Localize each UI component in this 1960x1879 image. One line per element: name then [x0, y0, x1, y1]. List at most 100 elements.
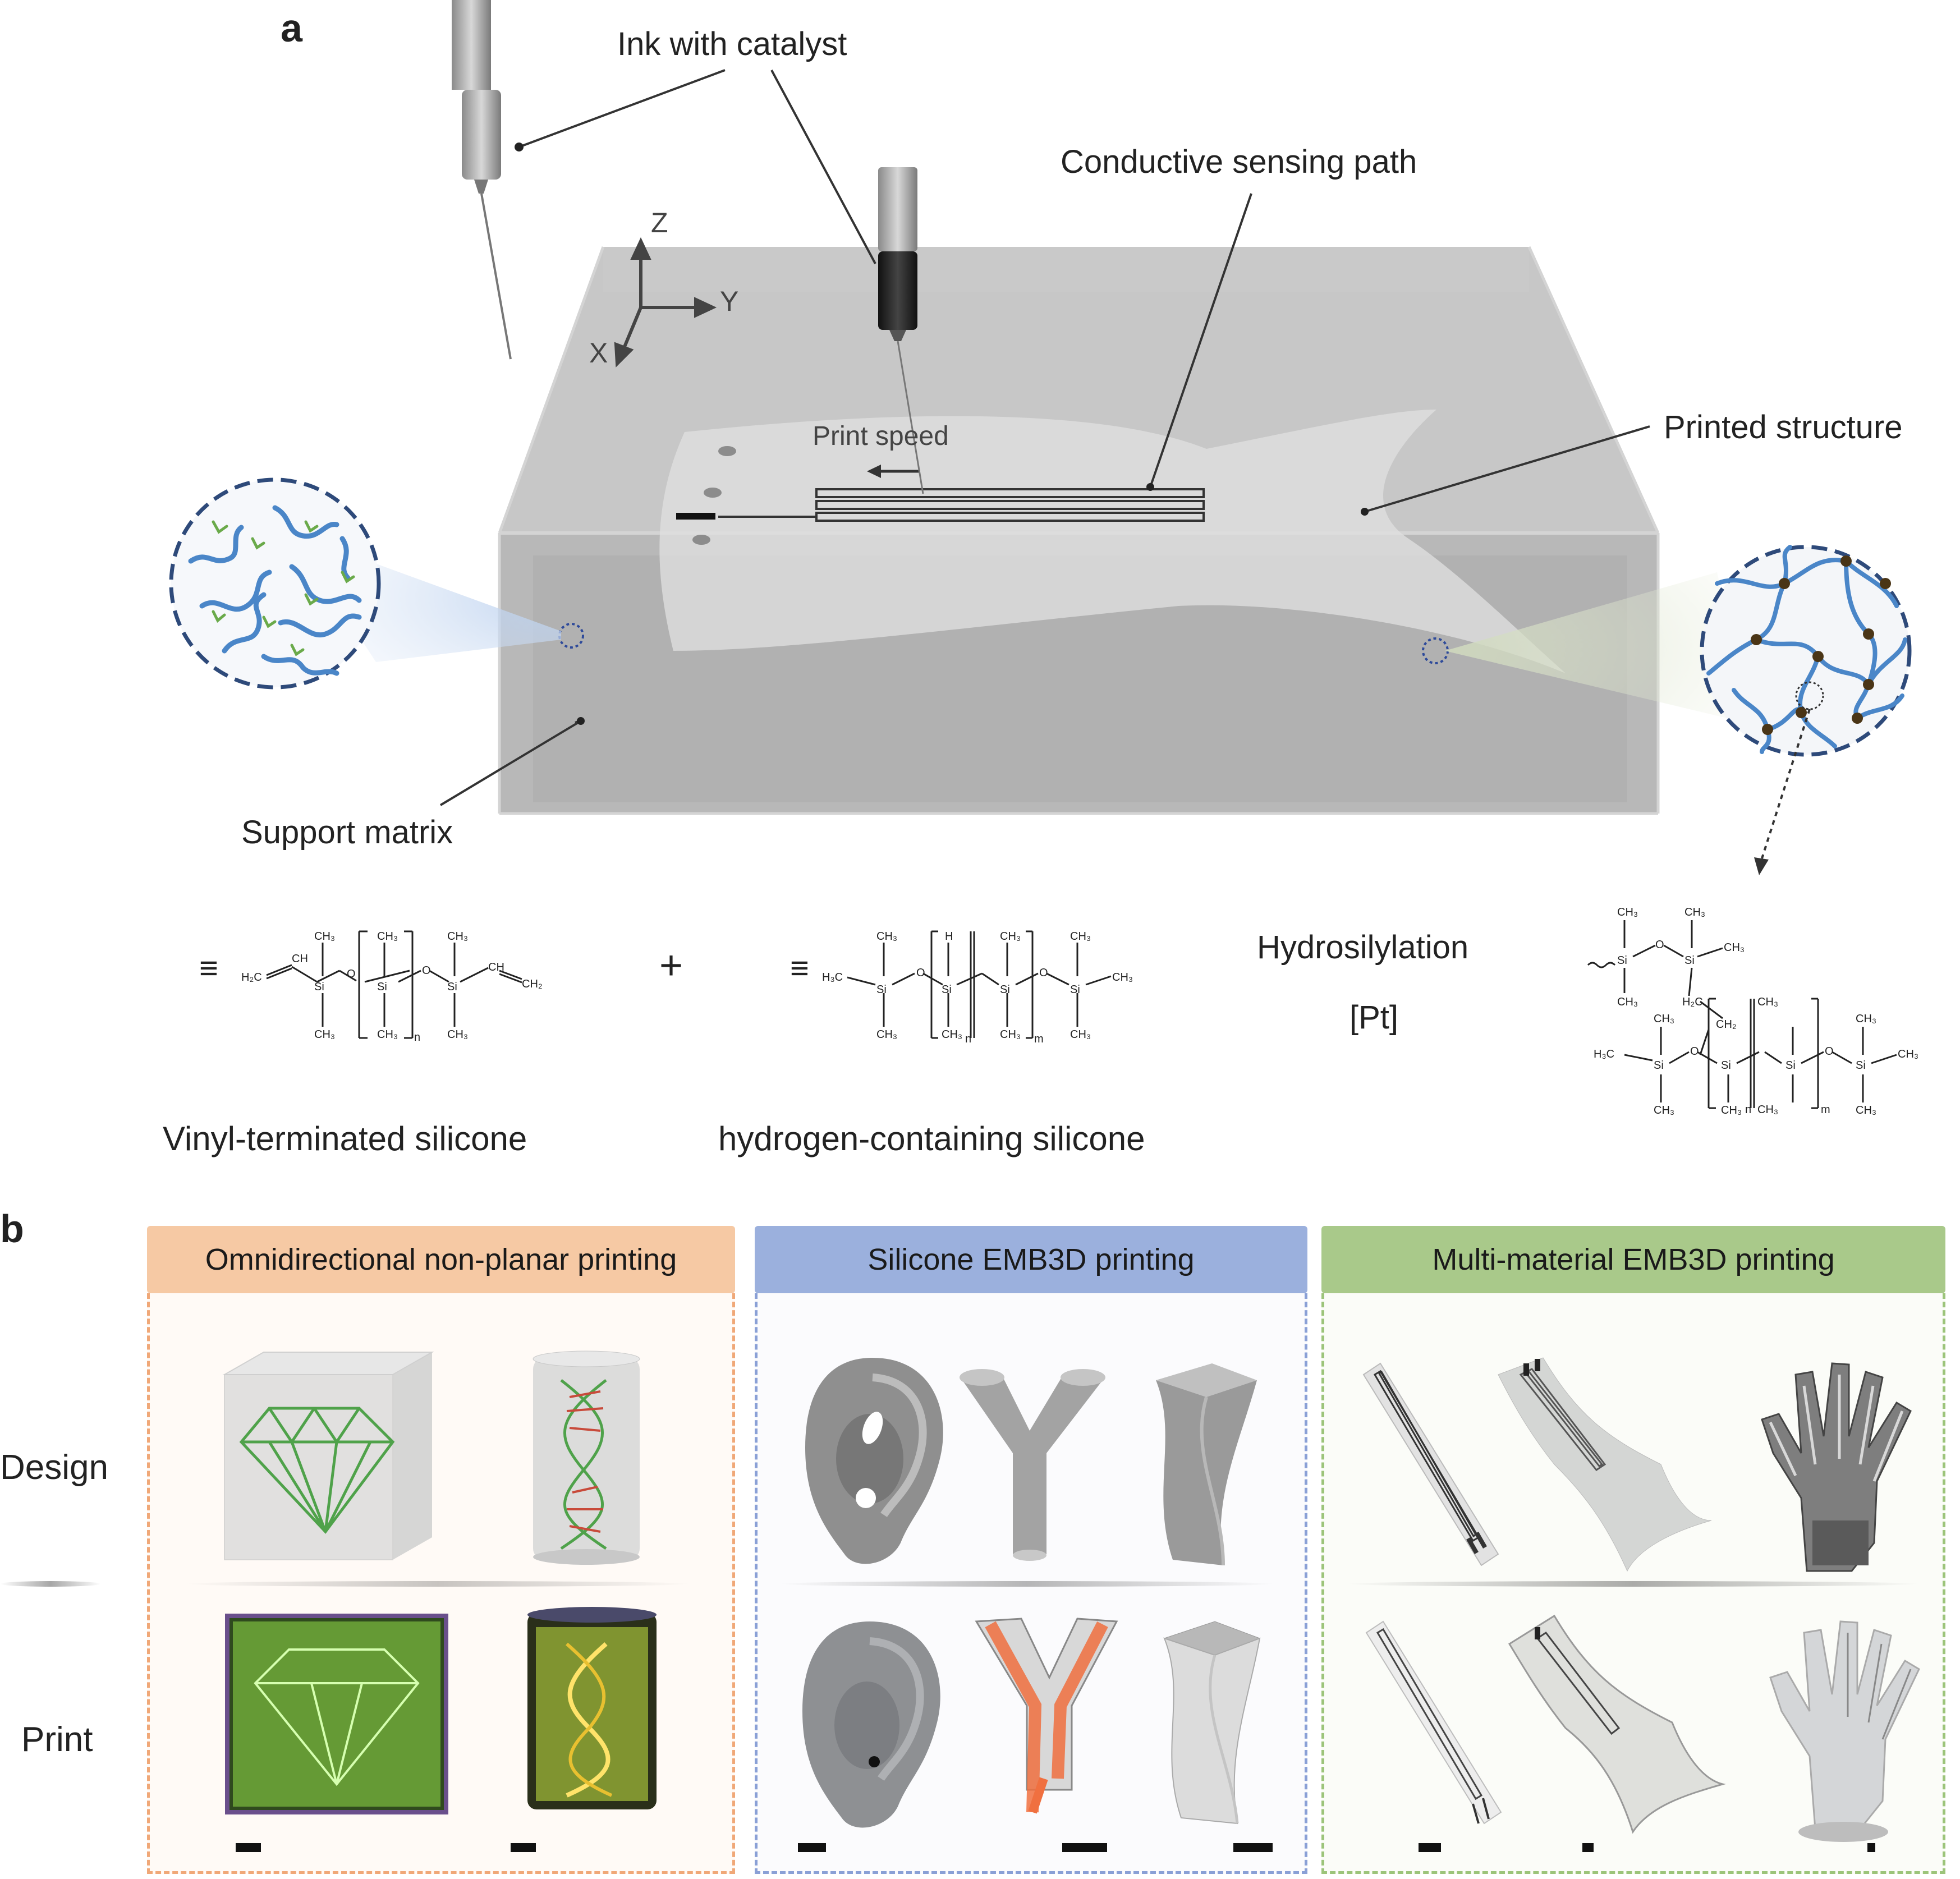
svg-text:Si: Si [377, 981, 387, 993]
leader-support [439, 720, 582, 806]
section-title: Silicone EMB3D printing [867, 1243, 1195, 1276]
leader-conductive [1149, 193, 1252, 488]
reaction-condition-top: Hydrosilylation [1257, 929, 1469, 966]
sample-point-left [558, 623, 584, 649]
leader-printed [1364, 425, 1650, 513]
svg-text:Si: Si [1070, 984, 1080, 996]
nozzle-outside [452, 0, 512, 360]
svg-text:O: O [916, 967, 925, 979]
svg-text:CH₃: CH₃ [377, 930, 398, 943]
svg-text:Si: Si [876, 984, 887, 996]
section-header-multimaterial: Multi-material EMB3D printing [1321, 1226, 1945, 1293]
svg-text:CH₃: CH₃ [1617, 996, 1638, 1008]
svg-text:CH₃: CH₃ [1856, 1104, 1876, 1117]
design-dna-cylinder [533, 1350, 640, 1565]
svg-text:H₃C: H₃C [822, 971, 843, 984]
svg-text:CH₃: CH₃ [1617, 906, 1638, 918]
section-header-silicone: Silicone EMB3D printing [755, 1226, 1307, 1293]
svg-text:CH₃: CH₃ [876, 930, 897, 943]
leader-ink-2 [770, 70, 876, 264]
scale-bar [1867, 1843, 1875, 1852]
leader-ink-1 [518, 69, 726, 148]
svg-text:CH: CH [292, 953, 308, 965]
svg-text:Si: Si [1721, 1059, 1731, 1072]
design-dogbone-sensor [1498, 1357, 1712, 1572]
svg-text:CH₃: CH₃ [447, 930, 468, 943]
svg-text:CH₃: CH₃ [1070, 930, 1091, 943]
equiv-sign-1: ≡ [199, 950, 218, 986]
svg-text:CH₃: CH₃ [314, 1028, 335, 1041]
print-ear [802, 1621, 940, 1828]
scale-bar [1419, 1843, 1441, 1852]
svg-text:Si: Si [1617, 954, 1627, 967]
panel-a-letter: a [281, 6, 302, 50]
design-twisted-vase [1156, 1363, 1257, 1566]
svg-text:m: m [1034, 1033, 1044, 1045]
axes-icon [614, 237, 717, 367]
row-divider [185, 1581, 690, 1587]
svg-text:CH₂: CH₂ [1716, 1018, 1737, 1031]
svg-text:CH₂: CH₂ [522, 978, 543, 990]
row-divider [1347, 1581, 1919, 1587]
svg-text:O: O [1039, 967, 1048, 979]
svg-text:CH₃: CH₃ [1898, 1048, 1918, 1060]
label-conductive-sensing-path: Conductive sensing path [1061, 144, 1417, 180]
svg-text:O: O [1825, 1045, 1834, 1058]
panel-a-illustration [169, 0, 1912, 875]
printed-structure [659, 410, 1566, 673]
svg-text:CH₃: CH₃ [1721, 1104, 1742, 1117]
svg-text:CH₃: CH₃ [1757, 1104, 1778, 1116]
scale-bar [1582, 1843, 1594, 1852]
print-speed-arrow [867, 465, 920, 478]
svg-text:CH₃: CH₃ [447, 1028, 468, 1041]
svg-text:CH₃: CH₃ [1112, 971, 1133, 984]
svg-text:m: m [1821, 1104, 1830, 1116]
print-twisted-vase [1163, 1621, 1261, 1825]
svg-text:CH₃: CH₃ [942, 1028, 962, 1041]
svg-text:Si: Si [314, 981, 324, 993]
row-divider [0, 1581, 101, 1587]
svg-text:CH₃: CH₃ [1000, 930, 1021, 943]
svg-text:n: n [414, 1031, 420, 1044]
reactant1-name: Vinyl-terminated silicone [163, 1120, 527, 1157]
magnify-beam-right [1445, 572, 1751, 724]
svg-text:H: H [945, 930, 953, 943]
svg-text:CH₃: CH₃ [1654, 1013, 1674, 1025]
svg-text:Si: Si [1654, 1059, 1664, 1072]
svg-text:Si: Si [1684, 954, 1695, 967]
svg-text:Si: Si [447, 981, 457, 993]
print-strip-sensor [1365, 1620, 1502, 1825]
svg-text:Si: Si [942, 984, 952, 996]
svg-text:CH₃: CH₃ [1724, 941, 1745, 954]
svg-text:CH₃: CH₃ [1684, 906, 1705, 918]
axis-y-label: Y [720, 286, 739, 317]
svg-text:CH₃: CH₃ [1654, 1104, 1674, 1117]
reactant2-name: hydrogen-containing silicone [718, 1120, 1145, 1157]
svg-text:O: O [1690, 1045, 1699, 1058]
section-title: Multi-material EMB3D printing [1432, 1243, 1835, 1276]
design-diamond-cube [222, 1352, 434, 1560]
scale-bar [236, 1843, 261, 1852]
svg-text:H₂C: H₂C [241, 971, 262, 984]
panel-b-letter: b [0, 1207, 24, 1251]
scale-bar [511, 1843, 536, 1852]
zoom-crosslinked [1700, 545, 1912, 875]
svg-text:CH₃: CH₃ [314, 930, 335, 943]
section-header-omnidirectional: Omnidirectional non-planar printing [147, 1226, 735, 1293]
print-diamond-cube [225, 1614, 448, 1814]
axis-x-label: X [589, 337, 608, 369]
svg-text:H₃C: H₃C [1594, 1048, 1614, 1060]
crosslinked-product-structure: Si CH₃ CH₃ O Si CH₃ CH₃ H₂C CH₂ H₃C Si C… [1587, 906, 1918, 1117]
svg-text:CH₃: CH₃ [1070, 1028, 1091, 1041]
svg-text:H₂C: H₂C [1682, 996, 1703, 1008]
svg-text:O: O [347, 968, 356, 980]
svg-text:O: O [422, 964, 431, 977]
label-support-matrix: Support matrix [241, 814, 453, 851]
svg-text:Si: Si [1785, 1059, 1796, 1072]
label-print-speed: Print speed [813, 421, 949, 451]
equiv-sign-2: ≡ [790, 950, 809, 986]
zoom-uncrosslinked [169, 477, 381, 690]
design-hand [1761, 1362, 1912, 1572]
conductive-sensing-path [718, 488, 1205, 522]
print-dogbone-sensor [1508, 1614, 1726, 1834]
